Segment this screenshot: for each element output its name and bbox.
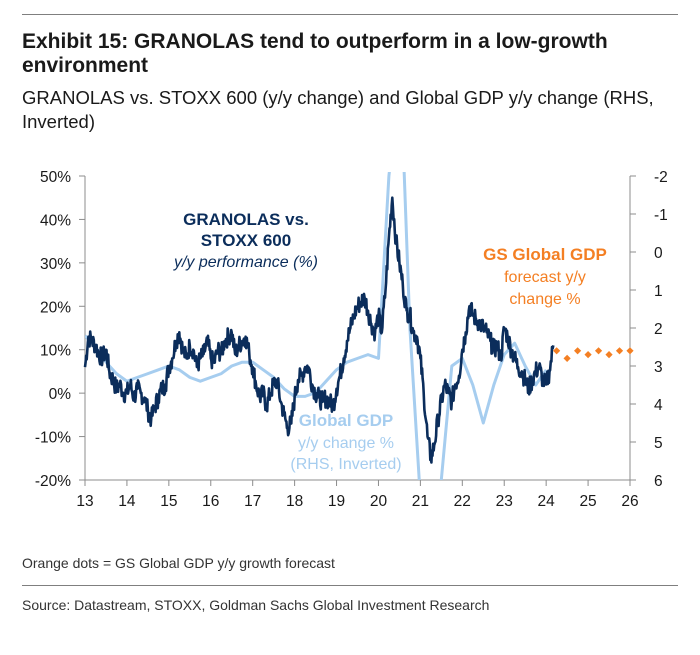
series-layer bbox=[83, 172, 634, 480]
granolas-annotation-line1: GRANOLAS vs. bbox=[183, 210, 309, 229]
right-tick-label: 2 bbox=[654, 321, 663, 338]
left-tick-label: 50% bbox=[40, 169, 71, 186]
x-tick-label: 21 bbox=[412, 493, 429, 510]
forecast-point bbox=[553, 347, 561, 355]
x-tick-label: 18 bbox=[286, 493, 303, 510]
x-tick-label: 22 bbox=[454, 493, 471, 510]
forecast-point bbox=[615, 347, 624, 355]
forecast-point bbox=[626, 347, 634, 355]
right-tick-label: 0 bbox=[654, 245, 663, 262]
source-note: Source: Datastream, STOXX, Goldman Sachs… bbox=[22, 597, 490, 613]
gdp-annotation-line2: y/y change % bbox=[298, 435, 394, 452]
granolas-series-line bbox=[83, 196, 555, 464]
right-tick-label: -2 bbox=[654, 169, 668, 186]
x-tick-label: 19 bbox=[328, 493, 345, 510]
granolas-annotation-line2: STOXX 600 bbox=[201, 231, 291, 250]
right-tick-label: 4 bbox=[654, 397, 663, 414]
annotations: GRANOLAS vs. STOXX 600 y/y performance (… bbox=[173, 210, 607, 473]
footer-rule bbox=[22, 585, 678, 586]
right-tick-label: 6 bbox=[654, 473, 663, 490]
x-tick-label: 24 bbox=[538, 493, 556, 510]
left-tick-label: 20% bbox=[40, 299, 71, 316]
forecast-point bbox=[573, 347, 582, 355]
left-tick-label: 10% bbox=[40, 343, 71, 360]
x-tick-label: 17 bbox=[244, 493, 261, 510]
left-tick-label: -20% bbox=[35, 473, 71, 490]
chart-title: Exhibit 15: GRANOLAS tend to outperform … bbox=[22, 30, 608, 77]
forecast-point bbox=[584, 351, 592, 359]
x-tick-label: 26 bbox=[621, 493, 638, 510]
left-tick-label: 0% bbox=[49, 386, 72, 403]
top-rule bbox=[22, 14, 678, 15]
forecast-annotation-line3: change % bbox=[509, 291, 580, 308]
footnote: Orange dots = GS Global GDP y/y growth f… bbox=[22, 555, 335, 571]
gdp-annotation-line1: Global GDP bbox=[299, 411, 393, 430]
x-tick-label: 25 bbox=[579, 493, 596, 510]
gdp-annotation-line3: (RHS, Inverted) bbox=[290, 456, 401, 473]
left-tick-label: 40% bbox=[40, 212, 71, 229]
right-tick-label: -1 bbox=[654, 207, 668, 224]
right-tick-label: 1 bbox=[654, 283, 663, 300]
x-tick-label: 14 bbox=[118, 493, 136, 510]
x-tick-label: 16 bbox=[202, 493, 219, 510]
forecast-annotation-line1: GS Global GDP bbox=[483, 245, 607, 264]
x-tick-label: 23 bbox=[496, 493, 513, 510]
forecast-point bbox=[563, 354, 571, 362]
forecast-annotation-line2: forecast y/y bbox=[504, 269, 586, 286]
gdp-series-line bbox=[85, 172, 548, 480]
forecast-point bbox=[594, 347, 603, 355]
left-tick-label: -10% bbox=[35, 430, 71, 447]
right-tick-label: 5 bbox=[654, 435, 663, 452]
x-tick-label: 15 bbox=[160, 493, 177, 510]
right-tick-label: 3 bbox=[654, 359, 663, 376]
granolas-annotation-line3: y/y performance (%) bbox=[173, 254, 318, 271]
left-tick-label: 30% bbox=[40, 256, 71, 273]
x-tick-label: 20 bbox=[370, 493, 388, 510]
x-tick-label: 13 bbox=[76, 493, 93, 510]
chart-subtitle: GRANOLAS vs. STOXX 600 (y/y change) and … bbox=[22, 87, 654, 132]
forecast-point bbox=[605, 351, 613, 359]
